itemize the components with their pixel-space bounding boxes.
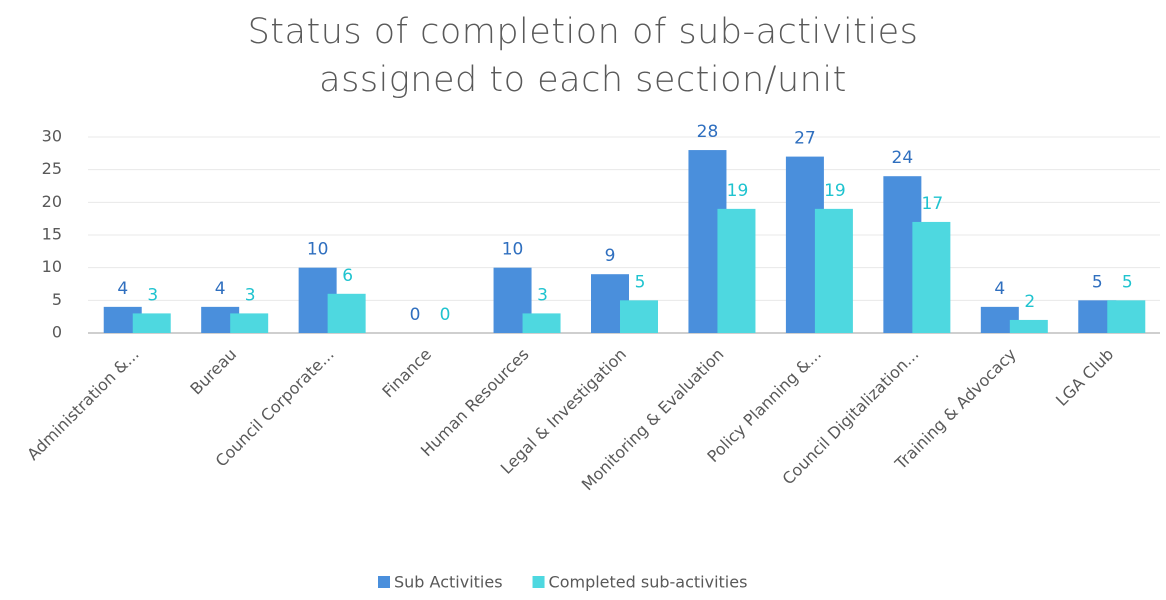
data-label: 5 bbox=[635, 272, 646, 292]
bar bbox=[522, 313, 561, 333]
data-label: 3 bbox=[245, 285, 256, 305]
y-tick-label: 15 bbox=[42, 225, 62, 244]
data-label: 0 bbox=[440, 305, 451, 325]
y-tick-label: 0 bbox=[52, 323, 62, 342]
x-tick-label: Administration &... bbox=[23, 345, 142, 464]
data-label: 4 bbox=[117, 279, 128, 299]
y-tick-label: 5 bbox=[52, 290, 62, 309]
data-label: 3 bbox=[147, 285, 158, 305]
bar bbox=[912, 221, 951, 333]
data-label: 6 bbox=[342, 266, 353, 286]
legend-swatch bbox=[532, 576, 545, 588]
legend-swatch bbox=[378, 576, 390, 588]
x-tick-label: Finance bbox=[378, 345, 435, 402]
bar bbox=[620, 300, 658, 333]
bar bbox=[1107, 300, 1146, 333]
data-label: 24 bbox=[892, 148, 914, 168]
y-tick-label: 10 bbox=[42, 257, 62, 276]
data-label: 19 bbox=[727, 181, 749, 201]
data-label: 4 bbox=[994, 279, 1005, 299]
data-label: 5 bbox=[1122, 272, 1133, 292]
data-label: 27 bbox=[794, 129, 816, 149]
legend-label: Completed sub-activities bbox=[549, 573, 748, 592]
x-tick-label: Human Resources bbox=[417, 345, 533, 461]
y-tick-label: 25 bbox=[42, 159, 62, 178]
bar bbox=[327, 293, 366, 333]
y-tick-label: 30 bbox=[42, 127, 62, 146]
bar bbox=[132, 313, 171, 333]
bar bbox=[230, 313, 269, 333]
data-label: 19 bbox=[824, 181, 846, 201]
bar bbox=[814, 208, 853, 333]
data-label: 28 bbox=[697, 122, 719, 142]
data-label: 3 bbox=[537, 285, 548, 305]
x-tick-label: LGA Club bbox=[1052, 345, 1117, 410]
data-label: 0 bbox=[410, 305, 421, 325]
y-tick-label: 20 bbox=[42, 192, 62, 211]
data-label: 2 bbox=[1024, 292, 1035, 312]
x-tick-label: Bureau bbox=[186, 345, 240, 399]
data-label: 9 bbox=[605, 246, 616, 266]
data-label: 5 bbox=[1092, 272, 1103, 292]
chart-title: Status of completion of sub-activities a… bbox=[247, 12, 919, 100]
data-label: 10 bbox=[502, 240, 524, 260]
data-label: 17 bbox=[922, 194, 944, 214]
data-label: 4 bbox=[215, 279, 226, 299]
bar bbox=[1009, 319, 1048, 333]
data-label: 10 bbox=[307, 240, 329, 260]
bar bbox=[717, 208, 756, 333]
legend-label: Sub Activities bbox=[394, 573, 503, 592]
